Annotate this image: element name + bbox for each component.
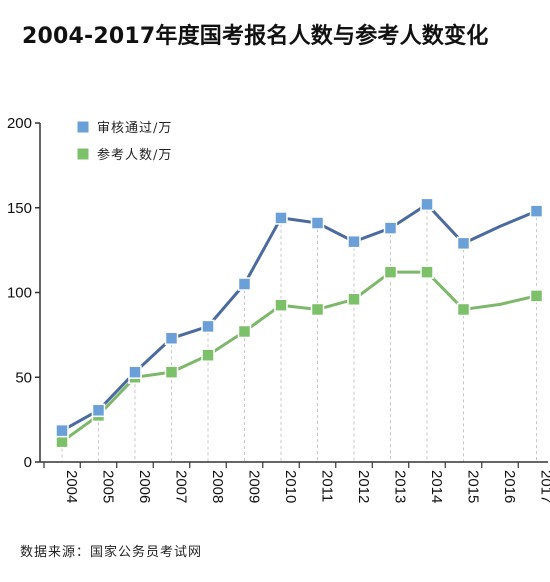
- data-point-series-1: [237, 277, 252, 291]
- y-tick-label: 50: [15, 369, 32, 386]
- data-point-series-2: [420, 265, 434, 279]
- data-point-series-1: [55, 423, 69, 438]
- legend-label: 审核通过/万: [97, 121, 172, 136]
- data-point-series-1: [201, 319, 215, 334]
- legend-label: 参考人数/万: [97, 147, 172, 163]
- x-tick-label: 2013: [392, 470, 409, 503]
- data-point-series-2: [347, 292, 361, 307]
- data-point-series-1: [456, 236, 471, 251]
- x-tick-label: 2017: [538, 470, 550, 503]
- data-point-series-1: [383, 221, 398, 235]
- x-tick-label: 2011: [319, 470, 336, 502]
- x-tick-label: 2007: [173, 470, 190, 503]
- x-tick-label: 2010: [282, 470, 299, 503]
- source-note: 数据来源：国家公务员考试网: [20, 545, 203, 560]
- x-tick-label: 2004: [63, 470, 80, 503]
- legend-marker: [76, 120, 90, 134]
- data-point-series-1: [310, 216, 325, 230]
- data-point-series-2: [456, 302, 471, 317]
- x-tick-label: 2008: [209, 470, 226, 503]
- data-point-series-1: [128, 365, 142, 379]
- x-tick-label: 2016: [501, 470, 518, 503]
- data-point-series-1: [420, 197, 434, 212]
- data-point-series-2: [201, 348, 215, 362]
- legend-marker: [76, 147, 90, 161]
- y-tick-label: 100: [7, 285, 32, 302]
- data-point-series-2: [164, 365, 179, 379]
- y-tick-label: 200: [7, 115, 32, 132]
- x-tick-label: 2015: [465, 470, 482, 503]
- data-point-series-1: [91, 403, 106, 418]
- data-point-series-2: [274, 298, 288, 312]
- data-point-series-1: [529, 204, 544, 218]
- x-tick-label: 2014: [428, 470, 445, 503]
- data-point-series-2: [383, 265, 398, 279]
- data-point-series-1: [274, 211, 288, 225]
- x-tick-label: 2009: [246, 470, 263, 503]
- data-point-series-2: [55, 434, 69, 449]
- y-tick-label: 0: [24, 454, 32, 471]
- data-point-series-2: [529, 289, 544, 303]
- series-line-2: [61, 270, 537, 443]
- data-point-series-1: [347, 234, 361, 249]
- chart-title: 2004-2017年度国考报名人数与参考人数变化: [22, 24, 489, 49]
- y-tick-label: 150: [7, 200, 32, 217]
- x-tick-label: 2006: [136, 470, 153, 503]
- data-point-series-2: [310, 302, 325, 317]
- x-tick-label: 2012: [355, 470, 372, 503]
- data-point-series-2: [237, 324, 252, 339]
- data-point-series-1: [164, 331, 179, 346]
- x-tick-label: 2005: [100, 470, 117, 503]
